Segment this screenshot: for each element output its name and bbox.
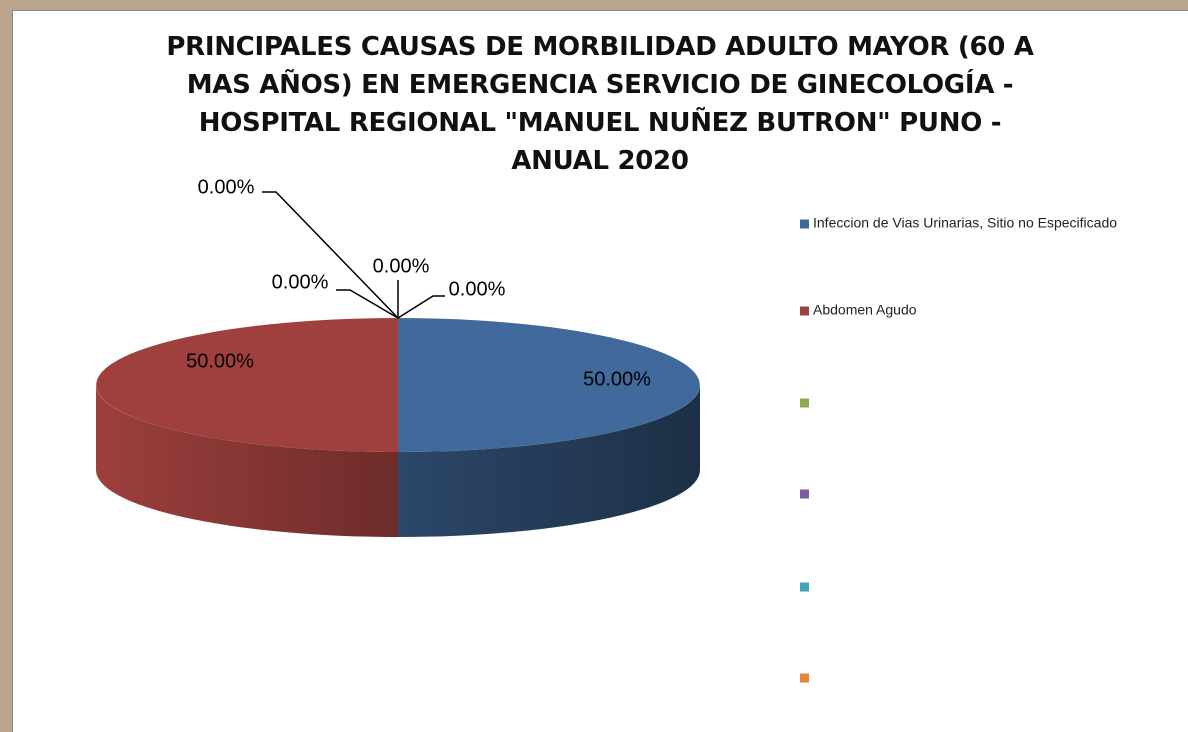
slice-side [96, 385, 398, 537]
legend-swatch [800, 673, 809, 683]
slice [398, 318, 700, 452]
data-label: 50.00% [583, 368, 651, 390]
data-label: 0.00% [373, 255, 430, 277]
slice [96, 318, 398, 452]
slice-side [398, 385, 700, 537]
leader-line [262, 191, 399, 319]
data-label: 0.00% [272, 271, 329, 293]
chart-title: PRINCIPALES CAUSAS DE MORBILIDAD ADULTO … [166, 32, 1034, 176]
data-label: 50.00% [186, 350, 254, 372]
legend-swatch [800, 398, 809, 408]
legend-label: Infeccion de Vias Urinarias, Sitio no Es… [813, 215, 1117, 231]
data-label: 0.00% [449, 278, 506, 300]
legend-swatch [800, 306, 809, 316]
legend-swatch [800, 489, 809, 499]
data-label: 0.00% [198, 176, 255, 198]
legend-swatch [800, 219, 809, 229]
legend-label: Abdomen Agudo [813, 302, 917, 318]
leader-line [336, 289, 399, 319]
legend-swatch [800, 582, 809, 592]
leader-line [397, 295, 445, 319]
